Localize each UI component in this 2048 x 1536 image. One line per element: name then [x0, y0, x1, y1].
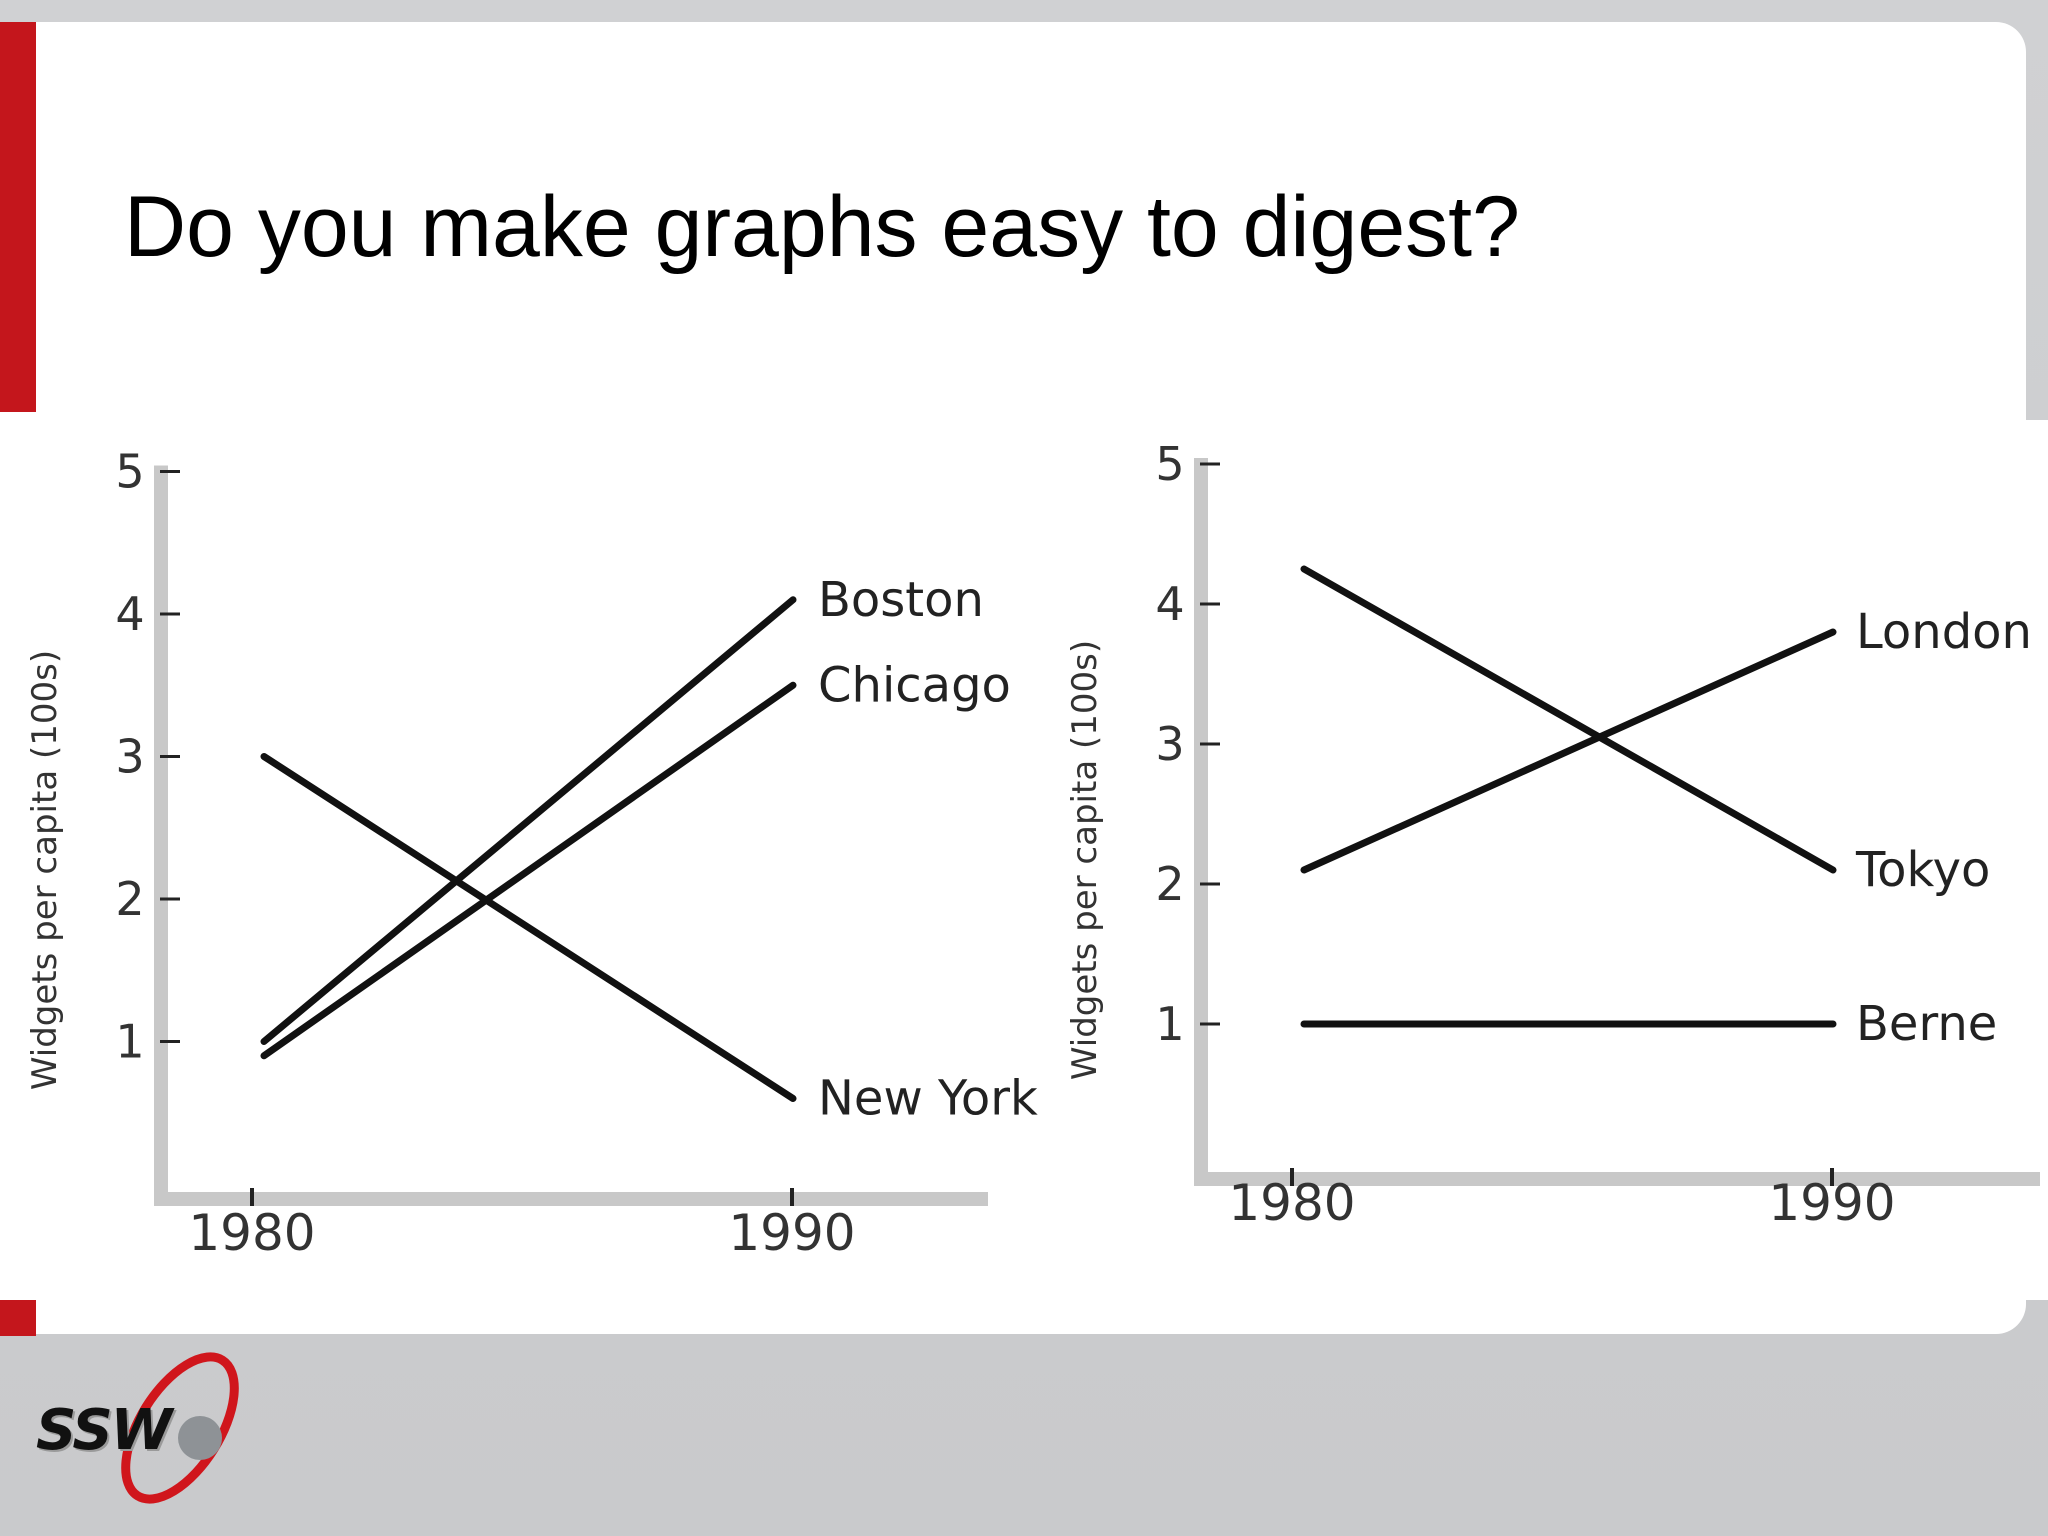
chart2-series-london-line — [1300, 628, 1837, 874]
chart1-x-axis — [154, 1192, 988, 1206]
chart-image: 1 2 3 4 5 1980 1990 Widgets per capita (100s) Bo… — [0, 420, 2048, 1300]
chart1-y-tick-label-5: 5 — [115, 445, 144, 499]
chart1-series-chicago-line — [260, 681, 797, 1060]
chart2-y-axis — [1194, 458, 1208, 1184]
chart1-series-new-york-label: New York — [818, 1071, 1038, 1127]
chart2-series-tokyo-label: Tokyo — [1855, 842, 1990, 898]
company-logo: SSW — [30, 1350, 240, 1520]
chart2-series-london-label: London — [1856, 604, 2032, 660]
accent-bar-top — [0, 22, 36, 412]
chart1-series-boston-line — [260, 596, 797, 1045]
chart1-y-axis-label: Widgets per capita (100s) — [25, 650, 65, 1090]
chart1-y-tick-label-3: 3 — [115, 730, 144, 784]
chart2-x-axis — [1194, 1172, 2040, 1186]
chart2-y-tick-label-1: 1 — [1155, 997, 1184, 1051]
chart2-y-tick-label-5: 5 — [1155, 437, 1184, 491]
chart1-series-chicago-label: Chicago — [818, 657, 1011, 713]
chart1-y-tick-label-2: 2 — [115, 872, 144, 926]
chart2-y-tick-label-3: 3 — [1155, 717, 1184, 771]
chart1-series-boston-label: Boston — [818, 572, 984, 628]
chart1-x-tick-label-1980: 1980 — [188, 1204, 315, 1262]
chart2-x-tick-label-1980: 1980 — [1228, 1174, 1355, 1232]
chart2-series-berne-label: Berne — [1856, 996, 1997, 1052]
chart1-series-new-york-line — [260, 753, 797, 1102]
charts-svg: 1 2 3 4 5 1980 1990 Widgets per capita (100s) Bo… — [25, 437, 2040, 1262]
chart1-y-tick-label-1: 1 — [115, 1015, 144, 1069]
chart2-y-axis-label: Widgets per capita (100s) — [1065, 640, 1105, 1080]
slide-title: Do you make graphs easy to digest? — [124, 179, 1520, 275]
chart2-y-tick-label-2: 2 — [1155, 857, 1184, 911]
chart1-y-tick-label-4: 4 — [115, 587, 144, 641]
chart1-y-axis — [154, 465, 168, 1204]
chart2-series-tokyo-line — [1300, 565, 1837, 874]
chart1-x-tick-label-1990: 1990 — [728, 1204, 855, 1262]
logo-text: SSW — [36, 1398, 172, 1463]
chart2-x-tick-label-1990: 1990 — [1768, 1174, 1895, 1232]
logo-swoosh-icon — [121, 1352, 239, 1504]
chart2-y-tick-label-4: 4 — [1155, 577, 1184, 631]
